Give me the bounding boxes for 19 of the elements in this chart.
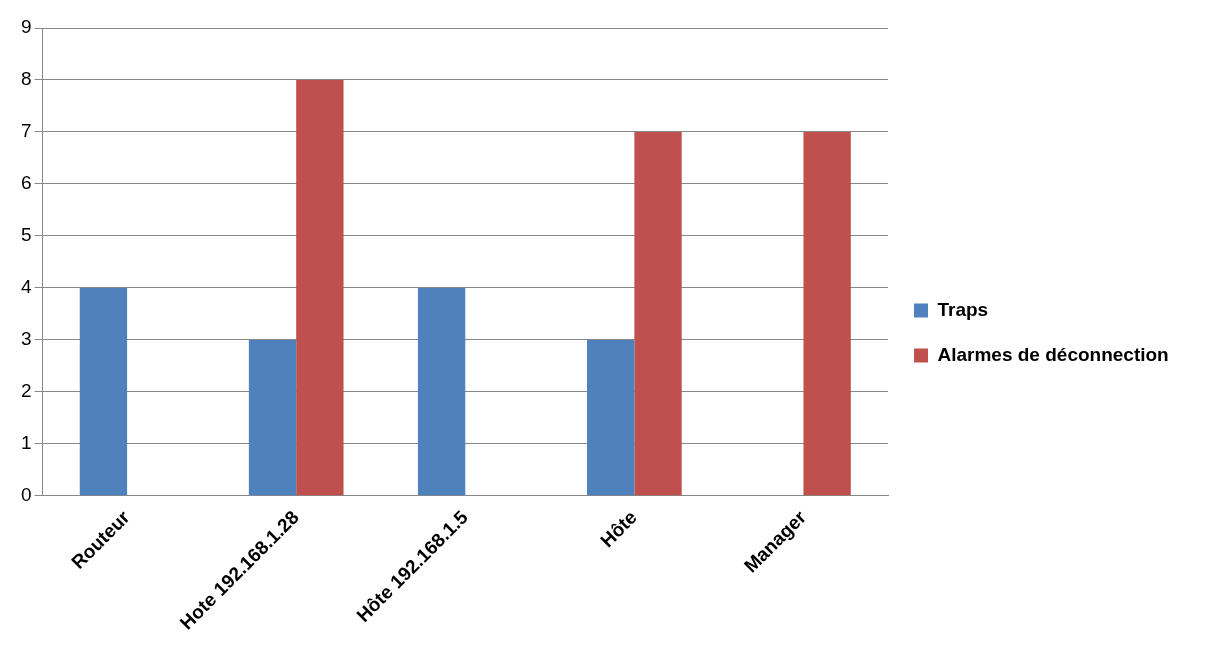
bar [296, 79, 344, 496]
bar [417, 287, 466, 496]
legend-label: Alarmes de déconnection [937, 343, 1169, 365]
bar [79, 287, 128, 496]
y-tick-label: 8 [20, 68, 32, 90]
y-tick-label: 1 [20, 432, 32, 454]
y-tick-label: 9 [20, 16, 32, 38]
y-tick-label: 5 [20, 224, 32, 246]
bar [587, 339, 635, 496]
y-tick-label: 3 [20, 328, 32, 350]
y-tick-label: 2 [20, 380, 32, 402]
y-tick-label: 6 [20, 172, 32, 194]
y-tick-label: 4 [20, 276, 32, 298]
bar [634, 131, 682, 496]
legend-label: Traps [937, 298, 989, 320]
bar [248, 339, 297, 496]
y-tick-label: 7 [20, 120, 32, 142]
bar [803, 131, 851, 496]
y-tick-label: 0 [20, 484, 32, 506]
